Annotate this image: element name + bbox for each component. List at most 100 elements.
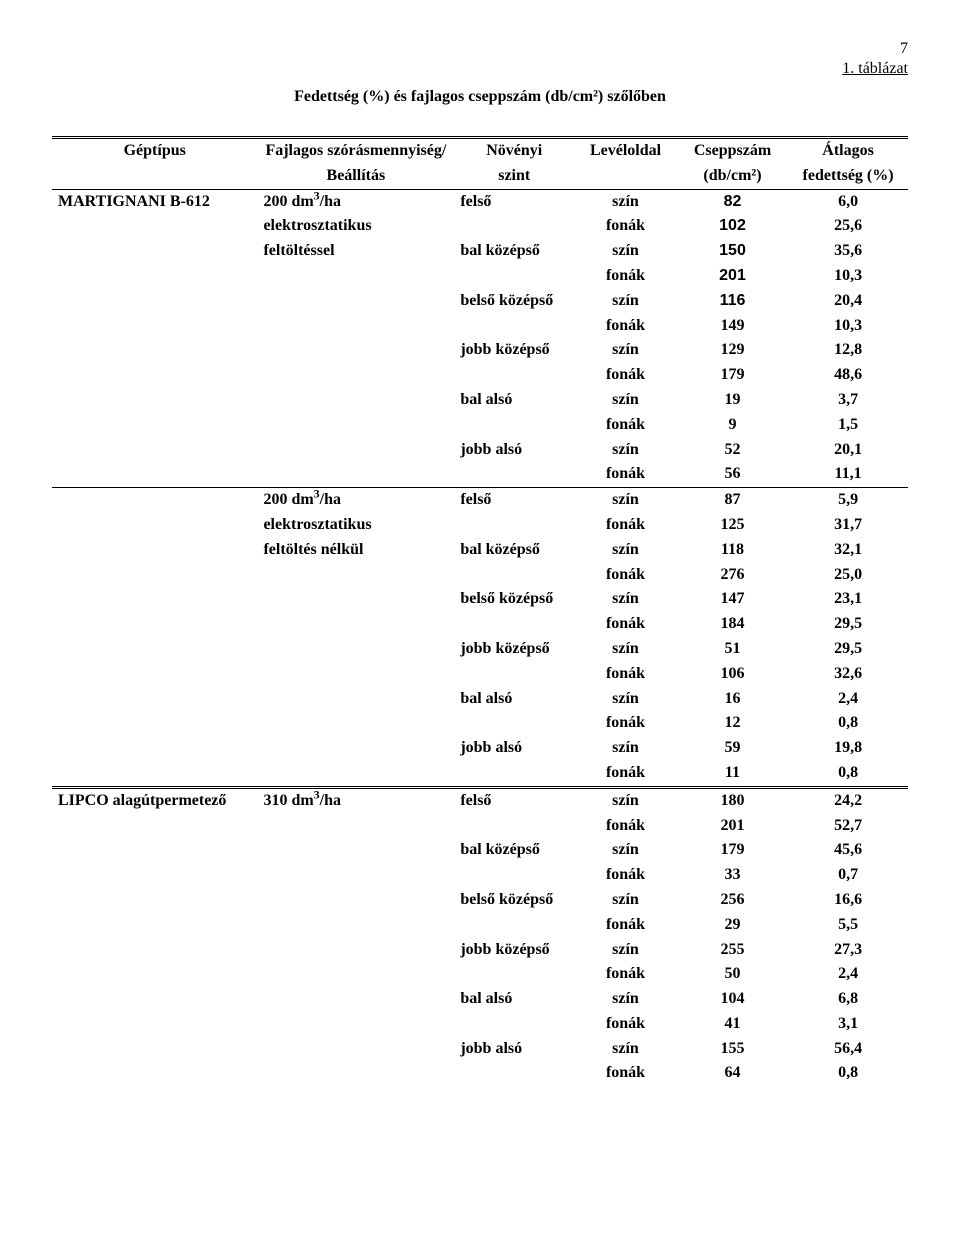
- coverage-cell: 24,2: [788, 787, 908, 813]
- table-row: fonák640,8: [52, 1061, 908, 1086]
- side-cell: szín: [574, 888, 677, 913]
- side-cell: fonák: [574, 513, 677, 538]
- header-cov-2: fedettség (%): [788, 164, 908, 189]
- machine-cell: [52, 987, 257, 1012]
- table-row: bal alsószín193,7: [52, 388, 908, 413]
- side-cell: szín: [574, 538, 677, 563]
- table-row: fonák330,7: [52, 863, 908, 888]
- table-row: jobb középsőszín5129,5: [52, 637, 908, 662]
- table-row: belső középsőszín25616,6: [52, 888, 908, 913]
- coverage-cell: 10,3: [788, 264, 908, 289]
- dose-cell: elektrosztatikus: [257, 214, 454, 239]
- cell: [52, 164, 257, 189]
- side-cell: fonák: [574, 1012, 677, 1037]
- side-cell: szín: [574, 438, 677, 463]
- drops-cell: 256: [677, 888, 788, 913]
- machine-cell: [52, 637, 257, 662]
- dose-cell: [257, 338, 454, 363]
- table-row: feltöltésselbal középsőszín15035,6: [52, 239, 908, 264]
- coverage-cell: 29,5: [788, 637, 908, 662]
- side-cell: szín: [574, 388, 677, 413]
- drops-cell: 87: [677, 488, 788, 513]
- drops-cell: 150: [677, 239, 788, 264]
- level-cell: jobb középső: [454, 637, 574, 662]
- drops-cell: 59: [677, 736, 788, 761]
- drops-cell: 155: [677, 1037, 788, 1062]
- dose-cell: [257, 863, 454, 888]
- table-row: fonák91,5: [52, 413, 908, 438]
- side-cell: szín: [574, 687, 677, 712]
- table-row: fonák14910,3: [52, 314, 908, 339]
- coverage-cell: 1,5: [788, 413, 908, 438]
- dose-cell: [257, 264, 454, 289]
- machine-cell: [52, 289, 257, 314]
- table-row: fonák20110,3: [52, 264, 908, 289]
- drops-cell: 82: [677, 189, 788, 214]
- side-cell: fonák: [574, 563, 677, 588]
- level-cell: felső: [454, 787, 574, 813]
- dose-cell: [257, 314, 454, 339]
- machine-cell: [52, 239, 257, 264]
- table-row: fonák20152,7: [52, 814, 908, 839]
- machine-cell: [52, 711, 257, 736]
- dose-cell: [257, 462, 454, 487]
- drops-cell: 179: [677, 363, 788, 388]
- level-cell: jobb középső: [454, 338, 574, 363]
- dose-cell: feltöltéssel: [257, 239, 454, 264]
- drops-cell: 52: [677, 438, 788, 463]
- dose-cell: [257, 388, 454, 413]
- machine-cell: MARTIGNANI B-612: [52, 189, 257, 214]
- machine-cell: [52, 438, 257, 463]
- table-row: elektrosztatikusfonák12531,7: [52, 513, 908, 538]
- level-cell: [454, 962, 574, 987]
- coverage-cell: 35,6: [788, 239, 908, 264]
- header-machine: Géptípus: [52, 138, 257, 164]
- coverage-cell: 19,8: [788, 736, 908, 761]
- machine-cell: [52, 1012, 257, 1037]
- dose-cell: [257, 587, 454, 612]
- level-cell: bal középső: [454, 838, 574, 863]
- drops-cell: 56: [677, 462, 788, 487]
- table-row: 200 dm3/hafelsőszín875,9: [52, 488, 908, 513]
- machine-cell: [52, 938, 257, 963]
- machine-cell: [52, 462, 257, 487]
- table-row: jobb alsószín5919,8: [52, 736, 908, 761]
- level-cell: [454, 913, 574, 938]
- coverage-cell: 12,8: [788, 338, 908, 363]
- coverage-cell: 3,7: [788, 388, 908, 413]
- header-drops-1: Cseppszám: [677, 138, 788, 164]
- drops-cell: 33: [677, 863, 788, 888]
- header-plant-2: szint: [454, 164, 574, 189]
- coverage-cell: 5,9: [788, 488, 908, 513]
- machine-cell: [52, 338, 257, 363]
- side-cell: szín: [574, 838, 677, 863]
- side-cell: fonák: [574, 913, 677, 938]
- dose-cell: [257, 438, 454, 463]
- dose-cell: [257, 413, 454, 438]
- dose-cell: [257, 711, 454, 736]
- dose-cell: [257, 1061, 454, 1086]
- side-cell: fonák: [574, 711, 677, 736]
- coverage-cell: 45,6: [788, 838, 908, 863]
- side-cell: szín: [574, 338, 677, 363]
- level-cell: felső: [454, 488, 574, 513]
- drops-cell: 106: [677, 662, 788, 687]
- side-cell: fonák: [574, 761, 677, 787]
- dose-cell: [257, 1037, 454, 1062]
- coverage-cell: 29,5: [788, 612, 908, 637]
- drops-cell: 116: [677, 289, 788, 314]
- level-cell: felső: [454, 189, 574, 214]
- side-cell: szín: [574, 1037, 677, 1062]
- machine-cell: [52, 314, 257, 339]
- level-cell: [454, 413, 574, 438]
- dose-cell: [257, 687, 454, 712]
- level-cell: [454, 1012, 574, 1037]
- side-cell: szín: [574, 787, 677, 813]
- level-cell: belső középső: [454, 289, 574, 314]
- machine-cell: [52, 814, 257, 839]
- machine-cell: LIPCO alagútpermetező: [52, 787, 257, 813]
- coverage-cell: 27,3: [788, 938, 908, 963]
- level-cell: [454, 264, 574, 289]
- dose-cell: 200 dm3/ha: [257, 189, 454, 214]
- drops-cell: 51: [677, 637, 788, 662]
